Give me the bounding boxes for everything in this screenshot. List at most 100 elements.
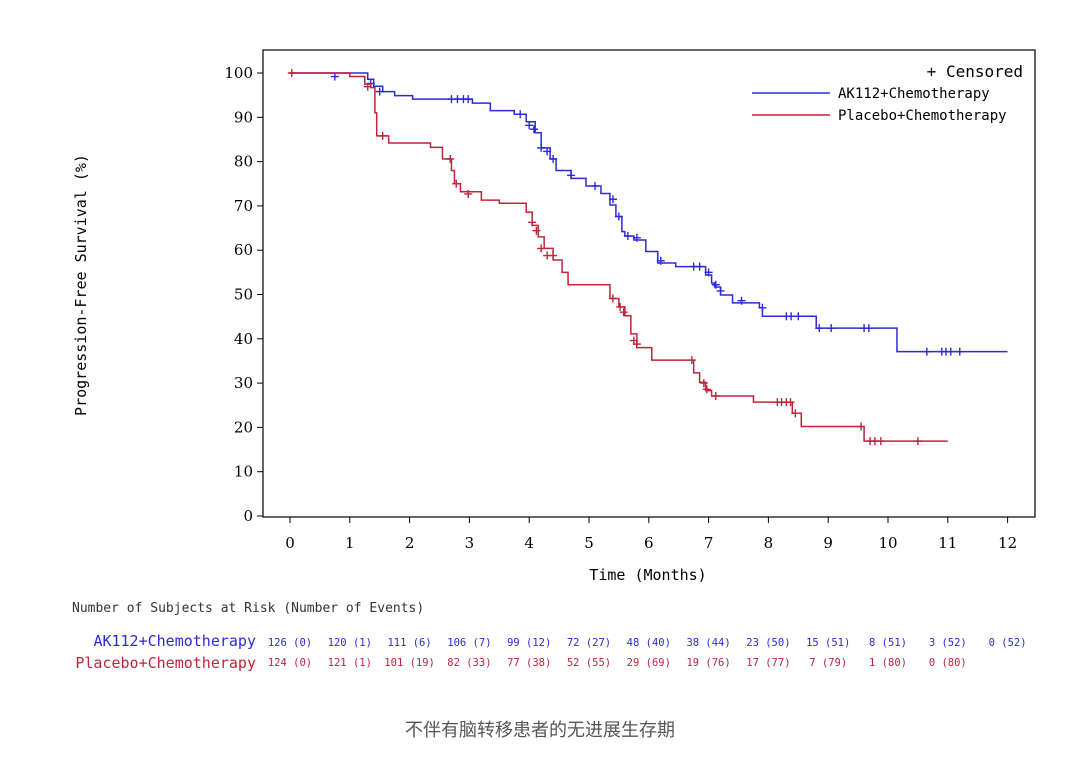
censor-mark <box>704 268 713 277</box>
risk-value: 124 (0) <box>268 657 312 669</box>
risk-value: 126 (0) <box>268 637 312 649</box>
legend-label-ak112: AK112+Chemotherapy <box>838 86 990 102</box>
censor-mark <box>758 303 767 312</box>
x-tick-label: 11 <box>938 534 957 552</box>
y-tick-label: 100 <box>224 64 253 82</box>
x-tick-label: 4 <box>524 534 534 552</box>
censor-mark <box>864 324 873 333</box>
censor-mark <box>363 82 372 91</box>
censor-mark <box>737 296 746 305</box>
censor-mark <box>632 233 641 242</box>
y-tick-label: 10 <box>234 463 253 481</box>
x-tick-label: 9 <box>823 534 833 552</box>
censor-mark <box>857 422 866 431</box>
risk-value: 111 (6) <box>387 637 431 649</box>
censor-mark <box>695 262 704 271</box>
x-tick-label: 10 <box>878 534 897 552</box>
risk-table: Number of Subjects at Risk (Number of Ev… <box>72 601 1027 672</box>
risk-value: 82 (33) <box>447 657 491 669</box>
y-tick-label: 60 <box>234 241 253 259</box>
censor-mark <box>711 280 720 289</box>
y-tick-label: 50 <box>234 286 253 304</box>
censor-mark <box>614 212 623 221</box>
survival-curves <box>287 69 1008 446</box>
risk-value: 99 (12) <box>507 637 551 649</box>
risk-table-title: Number of Subjects at Risk (Number of Ev… <box>72 601 424 616</box>
x-tick-label: 7 <box>704 534 714 552</box>
censor-mark <box>711 391 720 400</box>
y-tick-label: 20 <box>234 418 253 436</box>
censor-mark <box>699 379 708 388</box>
risk-value: 77 (38) <box>507 657 551 669</box>
censor-mark <box>619 308 628 317</box>
censor-mark <box>525 121 534 130</box>
x-tick-label: 2 <box>405 534 415 552</box>
y-tick-label: 0 <box>243 507 253 525</box>
censor-mark <box>590 181 599 190</box>
censor-mark <box>955 347 964 356</box>
censor-mark <box>623 232 632 241</box>
risk-value: 15 (51) <box>806 637 850 649</box>
censor-mark <box>794 312 803 321</box>
risk-value: 3 (52) <box>929 637 967 649</box>
censor-mark <box>529 125 538 134</box>
censor-mark <box>452 179 461 188</box>
y-tick-label: 80 <box>234 153 253 171</box>
censor-mark <box>543 147 552 156</box>
legend: + Censored AK112+Chemotherapy Placebo+Ch… <box>752 62 1023 124</box>
y-tick-label: 70 <box>234 197 253 215</box>
legend-label-placebo: Placebo+Chemotherapy <box>838 108 1007 124</box>
risk-value: 38 (44) <box>686 637 730 649</box>
censor-mark <box>716 286 725 295</box>
censor-mark <box>787 312 796 321</box>
x-tick-label: 1 <box>345 534 355 552</box>
risk-value: 1 (80) <box>869 657 907 669</box>
censor-mark <box>946 347 955 356</box>
censor-mark <box>687 356 696 365</box>
censor-mark <box>815 324 824 333</box>
censor-mark <box>516 110 525 119</box>
censor-mark <box>464 189 473 198</box>
censor-mark <box>537 244 546 253</box>
risk-value: 48 (40) <box>627 637 671 649</box>
censor-mark <box>913 437 922 446</box>
censor-mark <box>528 218 537 227</box>
risk-value: 19 (76) <box>686 657 730 669</box>
censor-mark <box>786 398 795 407</box>
risk-value: 52 (55) <box>567 657 611 669</box>
risk-value: 7 (79) <box>809 657 847 669</box>
risk-value: 121 (1) <box>328 657 372 669</box>
x-tick-label: 5 <box>584 534 594 552</box>
y-axis: 0 10 20 30 40 50 60 70 80 90 100 <box>224 64 263 525</box>
risk-value: 29 (69) <box>627 657 671 669</box>
censor-mark <box>632 340 641 349</box>
censor-mark <box>537 143 546 152</box>
x-axis-label: Time (Months) <box>589 566 706 584</box>
censor-mark <box>378 131 387 140</box>
censor-mark <box>608 195 617 204</box>
x-tick-label: 0 <box>285 534 295 552</box>
figure-caption: 不伴有脑转移患者的无进展生存期 <box>405 720 675 741</box>
censored-legend-label: + Censored <box>927 62 1023 81</box>
x-tick-label: 12 <box>998 534 1017 552</box>
risk-values: 126 (0) 120 (1) 111 (6) 106 (7) 99 (12) 72 (2… <box>268 637 1027 669</box>
risk-value: 17 (77) <box>746 657 790 669</box>
censor-mark <box>549 154 558 163</box>
x-tick-label: 8 <box>764 534 774 552</box>
risk-value: 72 (27) <box>567 637 611 649</box>
x-axis: 0 1 2 3 4 5 6 7 8 9 10 11 12 <box>285 517 1017 552</box>
y-tick-label: 40 <box>234 330 253 348</box>
risk-row-label-ak112: AK112+Chemotherapy <box>93 632 256 650</box>
censor-mark <box>464 95 473 104</box>
risk-value: 8 (51) <box>869 637 907 649</box>
censor-mark <box>702 385 711 394</box>
censor-mark <box>791 409 800 418</box>
censor-mark <box>616 302 625 311</box>
risk-value: 101 (19) <box>384 657 435 669</box>
censor-mark <box>375 87 384 96</box>
risk-row-label-placebo: Placebo+Chemotherapy <box>75 654 256 672</box>
survival-curve-placebo <box>290 72 948 442</box>
risk-value: 0 (80) <box>929 657 967 669</box>
x-tick-label: 3 <box>465 534 475 552</box>
